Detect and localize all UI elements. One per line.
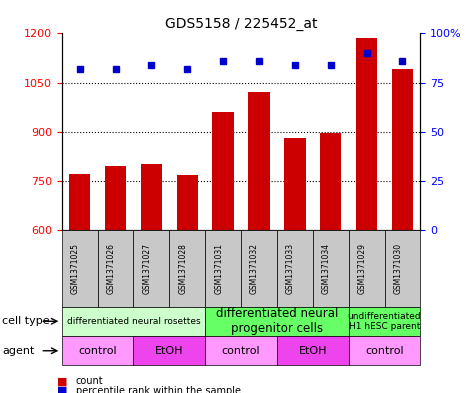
FancyBboxPatch shape — [98, 230, 133, 307]
FancyBboxPatch shape — [62, 307, 205, 336]
Text: control: control — [222, 346, 260, 356]
FancyBboxPatch shape — [133, 336, 205, 365]
Bar — [392, 70, 413, 230]
Bar — [69, 174, 90, 230]
Text: control: control — [365, 346, 404, 356]
Bar — [212, 112, 234, 230]
FancyBboxPatch shape — [62, 336, 133, 365]
Bar — [356, 38, 377, 230]
Text: GSM1371030: GSM1371030 — [393, 242, 402, 294]
FancyBboxPatch shape — [62, 230, 98, 307]
FancyBboxPatch shape — [349, 336, 420, 365]
Text: GSM1371028: GSM1371028 — [178, 243, 187, 294]
Text: GSM1371033: GSM1371033 — [286, 242, 295, 294]
Bar — [141, 164, 162, 230]
FancyBboxPatch shape — [277, 336, 349, 365]
Text: EtOH: EtOH — [298, 346, 327, 356]
FancyBboxPatch shape — [133, 230, 169, 307]
Title: GDS5158 / 225452_at: GDS5158 / 225452_at — [165, 17, 317, 31]
Bar — [105, 166, 126, 230]
Text: percentile rank within the sample: percentile rank within the sample — [76, 386, 241, 393]
Bar — [284, 138, 305, 230]
Text: EtOH: EtOH — [155, 346, 183, 356]
Text: GSM1371029: GSM1371029 — [358, 243, 367, 294]
FancyBboxPatch shape — [241, 230, 277, 307]
FancyBboxPatch shape — [313, 230, 349, 307]
Text: differentiated neural rosettes: differentiated neural rosettes — [66, 317, 200, 326]
Text: ■: ■ — [57, 386, 67, 393]
Text: agent: agent — [2, 346, 35, 356]
Text: differentiated neural
progenitor cells: differentiated neural progenitor cells — [216, 307, 338, 335]
Bar — [320, 133, 342, 230]
FancyBboxPatch shape — [349, 230, 385, 307]
Text: undifferentiated
H1 hESC parent: undifferentiated H1 hESC parent — [348, 312, 421, 331]
FancyBboxPatch shape — [169, 230, 205, 307]
Text: count: count — [76, 376, 104, 386]
FancyBboxPatch shape — [349, 307, 420, 336]
Bar — [177, 175, 198, 230]
Text: GSM1371027: GSM1371027 — [142, 243, 152, 294]
Text: cell type: cell type — [2, 316, 50, 326]
Text: GSM1371032: GSM1371032 — [250, 243, 259, 294]
Text: GSM1371025: GSM1371025 — [71, 243, 80, 294]
FancyBboxPatch shape — [385, 230, 420, 307]
Text: GSM1371031: GSM1371031 — [214, 243, 223, 294]
Text: control: control — [78, 346, 117, 356]
FancyBboxPatch shape — [277, 230, 313, 307]
Bar — [248, 92, 270, 230]
Text: ■: ■ — [57, 376, 67, 386]
Text: GSM1371026: GSM1371026 — [106, 243, 115, 294]
FancyBboxPatch shape — [205, 307, 349, 336]
FancyBboxPatch shape — [205, 230, 241, 307]
Text: GSM1371034: GSM1371034 — [322, 242, 331, 294]
FancyBboxPatch shape — [205, 336, 277, 365]
